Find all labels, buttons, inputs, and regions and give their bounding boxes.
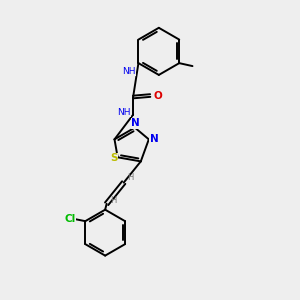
Text: N: N — [131, 118, 140, 128]
Text: O: O — [154, 91, 163, 100]
Text: H: H — [110, 196, 116, 205]
Text: N: N — [150, 134, 158, 144]
Text: H: H — [127, 173, 134, 182]
Text: NH: NH — [122, 68, 136, 76]
Text: S: S — [110, 154, 117, 164]
Text: Cl: Cl — [64, 214, 76, 224]
Text: NH: NH — [118, 108, 131, 117]
